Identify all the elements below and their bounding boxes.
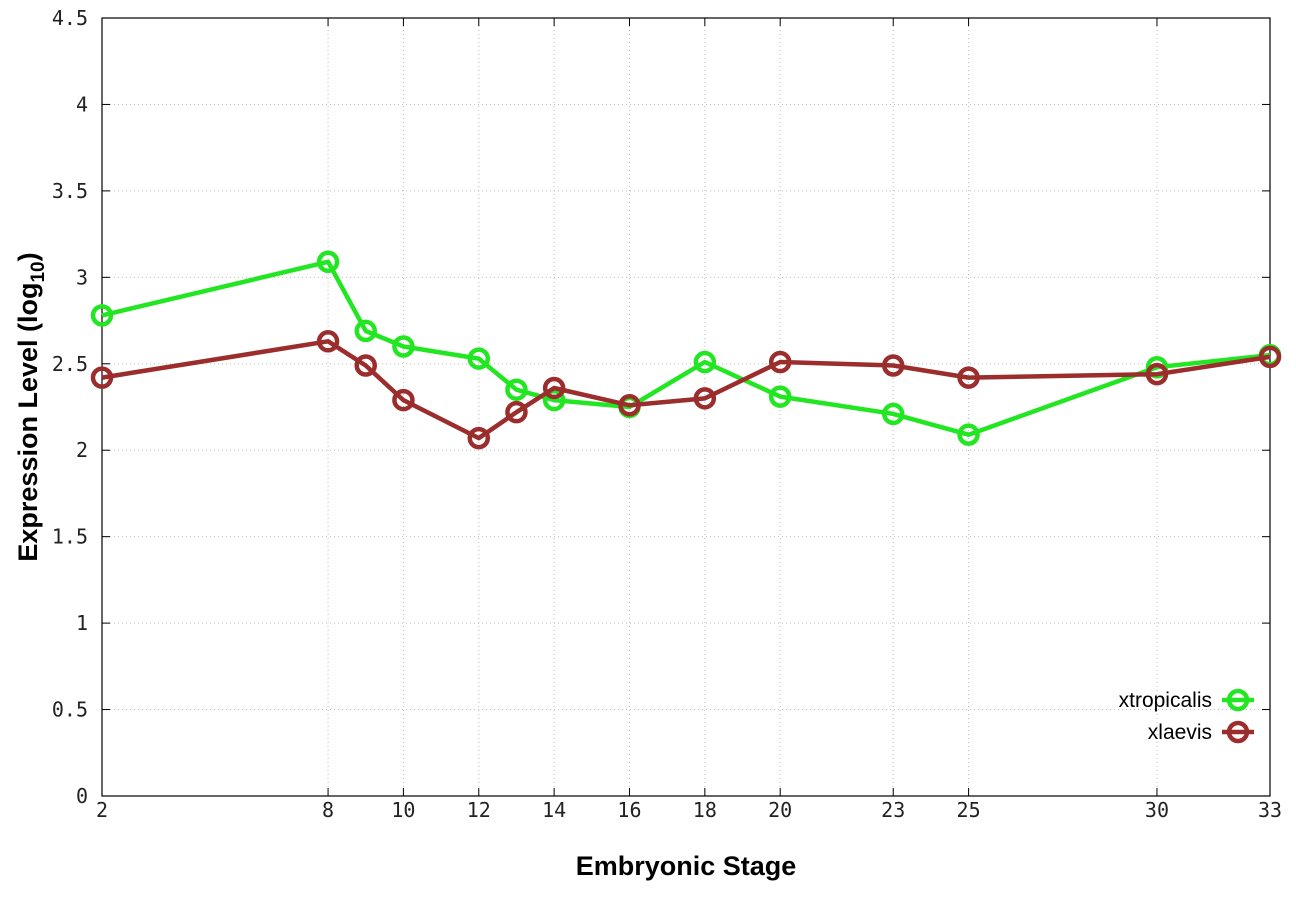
x-tick-label: 8 [322,798,334,822]
legend-label: xlaevis [1148,721,1212,744]
data-point-xtropicalis [693,350,717,374]
x-tick-label: 20 [768,798,792,822]
y-tick-label: 0.5 [52,698,88,722]
data-point-xlaevis [1145,362,1169,386]
series-xlaevis [90,330,1282,450]
data-point-xtropicalis [467,347,491,370]
y-axis-title-main: Expression Level (log [13,283,43,562]
y-axis-title-close: ) [13,252,43,261]
data-point-xtropicalis [392,335,415,358]
data-point-xlaevis [505,400,528,424]
data-point-xtropicalis [505,378,528,401]
y-tick-label: 3.5 [52,179,88,203]
x-axis-title: Embryonic Stage [576,851,797,881]
data-point-xtropicalis [768,385,792,408]
x-tick-label: 14 [542,798,566,822]
y-tick-label: 3 [76,265,88,289]
data-point-xtropicalis [881,402,905,426]
data-point-xlaevis [90,366,114,389]
data-point-xtropicalis [957,423,980,446]
y-tick-label: 0 [76,784,88,808]
data-point-xlaevis [316,330,340,353]
data-point-xlaevis [467,426,491,450]
x-tick-label: 23 [881,798,905,822]
tick-marks [101,17,1271,797]
legend-marker [1226,688,1250,712]
legend-marker [1226,720,1250,744]
y-axis-title: Expression Level (log10) [13,252,49,561]
data-point-xlaevis [768,350,792,374]
data-point-xlaevis [542,376,566,400]
data-point-xlaevis [1258,345,1282,369]
x-tick-label: 18 [693,798,717,822]
y-tick-label: 1 [76,611,88,635]
data-point-xlaevis [693,387,717,410]
series-line-xtropicalis [101,259,1271,437]
data-point-xtropicalis [354,319,377,343]
data-point-xlaevis [957,366,980,389]
data-point-xlaevis [392,388,415,412]
legend: xtropicalis xlaevis [1119,688,1254,744]
x-tick-label: 16 [617,798,641,822]
grid [102,18,1270,796]
y-tick-label: 2 [76,438,88,462]
data-point-xtropicalis [316,250,340,274]
x-tick-label: 33 [1258,798,1282,822]
plot-frame [101,17,1271,797]
y-tick-label: 2.5 [52,352,88,376]
x-tick-label: 10 [391,798,415,822]
legend-label: xtropicalis [1119,689,1212,712]
x-tick-label: 30 [1145,798,1169,822]
legend-item-xlaevis: xlaevis [1148,720,1254,744]
legend-item-xtropicalis: xtropicalis [1119,688,1254,712]
y-axis-title-subscript: 10 [28,261,49,282]
series-layer [90,250,1282,450]
x-tick-label: 2 [96,798,108,822]
y-tick-label: 4 [76,92,88,116]
x-tick-label: 12 [467,798,491,822]
data-point-xtropicalis [90,304,114,327]
y-tick-label: 4.5 [52,6,88,30]
x-tick-label: 25 [957,798,981,822]
data-point-xlaevis [618,394,641,417]
data-point-xtropicalis [542,388,566,412]
x-tick-labels: 2 8 10 12 14 16 18 20 23 25 30 33 [96,798,1282,822]
data-point-xlaevis [354,354,377,377]
y-tick-label: 1.5 [52,525,88,549]
y-tick-labels: 0 0.5 1 1.5 2 2.5 3 3.5 4 4.5 [52,6,88,808]
data-point-xlaevis [881,354,905,377]
